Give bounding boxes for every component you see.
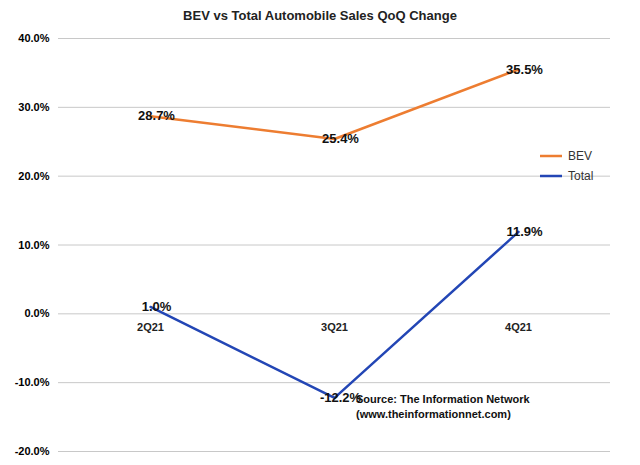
svg-text:30.0%: 30.0%	[18, 101, 49, 113]
html-text:Source: The Information Networ: Source: The Information Network	[356, 393, 530, 405]
svg-text:25.4%: 25.4%	[322, 131, 359, 146]
svg-text:40.0%: 40.0%	[18, 32, 49, 44]
svg-text:28.7%: 28.7%	[138, 108, 175, 123]
html-text:Total: Total	[568, 169, 594, 183]
svg-text:35.5%: 35.5%	[506, 62, 543, 77]
svg-text:-20.0%: -20.0%	[15, 445, 50, 457]
html-text:BEV: BEV	[568, 149, 592, 163]
svg-text:0.0%: 0.0%	[24, 307, 49, 319]
svg-text:-10.0%: -10.0%	[15, 376, 50, 388]
svg-text:-12.2%: -12.2%	[320, 390, 362, 405]
svg-text:11.9%: 11.9%	[506, 224, 543, 239]
svg-text:3Q21: 3Q21	[321, 321, 348, 333]
svg-text:4Q21: 4Q21	[505, 321, 532, 333]
svg-text:1.0%: 1.0%	[142, 299, 172, 314]
svg-text:20.0%: 20.0%	[18, 170, 49, 182]
html-text:BEV vs Total Automobile Sales: BEV vs Total Automobile Sales QoQ Change	[183, 8, 457, 23]
svg-text:10.0%: 10.0%	[18, 239, 49, 251]
svg-text:2Q21: 2Q21	[137, 321, 164, 333]
html-text:(www.theinformationnet.com): (www.theinformationnet.com)	[356, 408, 511, 420]
